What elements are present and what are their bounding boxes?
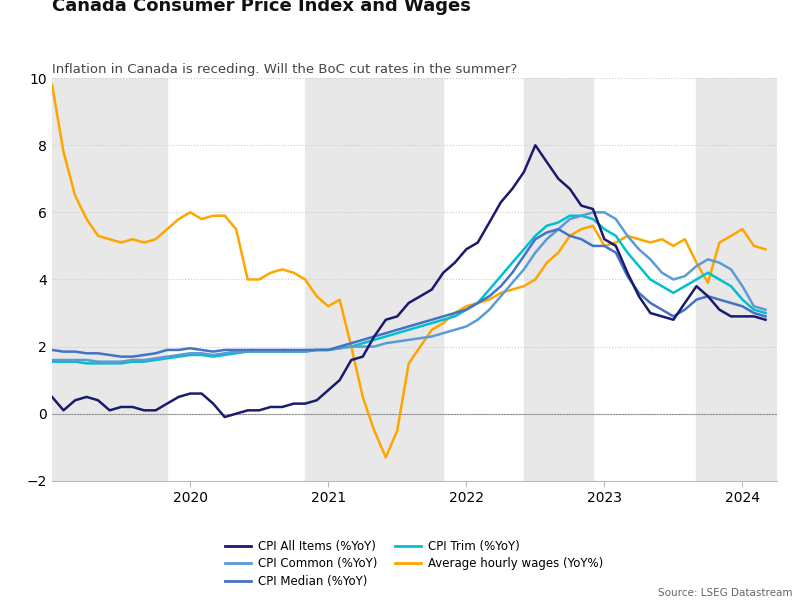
Text: Source: LSEG Datastream: Source: LSEG Datastream	[658, 588, 793, 598]
Text: Inflation in Canada is receding. Will the BoC cut rates in the summer?: Inflation in Canada is receding. Will th…	[52, 63, 517, 76]
Bar	[52, 78, 167, 481]
Legend: CPI All Items (%YoY), CPI Common (%YoY), CPI Median (%YoY), CPI Trim (%YoY), Ave: CPI All Items (%YoY), CPI Common (%YoY),…	[220, 535, 609, 593]
Bar	[305, 78, 443, 481]
Bar	[697, 78, 777, 481]
Text: Canada Consumer Price Index and Wages: Canada Consumer Price Index and Wages	[52, 0, 471, 16]
Bar	[524, 78, 593, 481]
